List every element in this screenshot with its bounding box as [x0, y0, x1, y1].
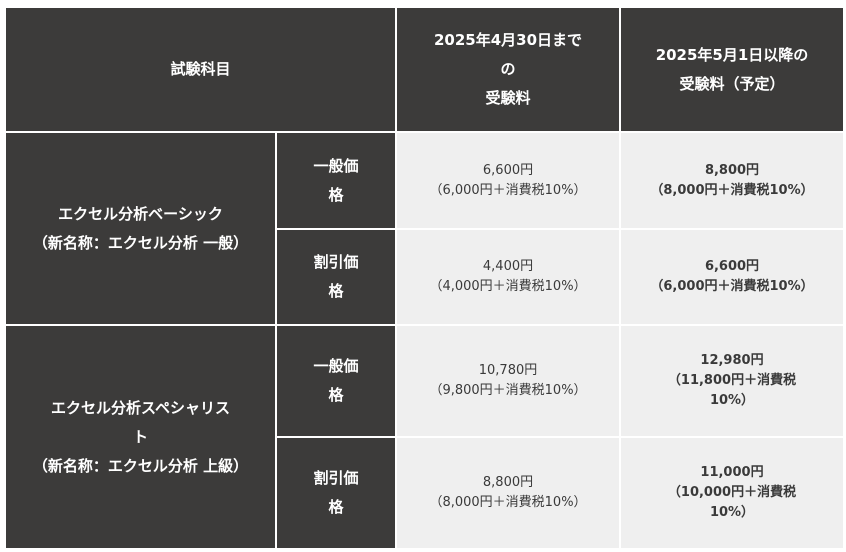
fee-after-cell: 11,000円 （10,000円＋消費税 10%）: [621, 438, 843, 548]
header-row: 試験科目 2025年4月30日まで の 受験料 2025年5月1日以降の 受験料…: [6, 8, 843, 131]
price-type-general: 一般価 格: [277, 326, 395, 436]
table-row: エクセル分析スペシャリス ト （新名称：エクセル分析 上級） 一般価 格 10,…: [6, 326, 843, 548]
fee-before-cell: 6,600円 （6,000円＋消費税10%）: [397, 133, 619, 228]
price-type-discount: 割引価 格: [277, 438, 395, 548]
fee-after-cell: 12,980円 （11,800円＋消費税 10%）: [621, 326, 843, 436]
fee-table: 試験科目 2025年4月30日まで の 受験料 2025年5月1日以降の 受験料…: [4, 6, 845, 550]
header-fee-before: 2025年4月30日まで の 受験料: [397, 8, 619, 131]
fee-before-cell: 10,780円 （9,800円＋消費税10%）: [397, 326, 619, 436]
table-row: 割引価 格 4,400円 （4,000円＋消費税10%） 6,600円 （6,0…: [6, 230, 843, 324]
fee-after-cell: 8,800円 （8,000円＋消費税10%）: [621, 133, 843, 228]
fee-before-cell: 4,400円 （4,000円＋消費税10%）: [397, 230, 619, 324]
subject-specialist: エクセル分析スペシャリス ト （新名称：エクセル分析 上級）: [6, 326, 275, 548]
fee-before-cell: 8,800円 （8,000円＋消費税10%）: [397, 438, 619, 548]
table-row: 割引価 格 8,800円 （8,000円＋消費税10%） 11,000円 （10…: [6, 438, 843, 548]
table-row: エクセル分析ベーシック （新名称：エクセル分析 一般） 一般価 格 6,600円…: [6, 133, 843, 324]
subject-basic: エクセル分析ベーシック （新名称：エクセル分析 一般）: [6, 133, 275, 324]
price-type-discount: 割引価 格: [277, 230, 395, 324]
header-subject: 試験科目: [6, 8, 395, 131]
fee-after-cell: 6,600円 （6,000円＋消費税10%）: [621, 230, 843, 324]
price-type-general: 一般価 格: [277, 133, 395, 228]
header-fee-after: 2025年5月1日以降の 受験料（予定）: [621, 8, 843, 131]
